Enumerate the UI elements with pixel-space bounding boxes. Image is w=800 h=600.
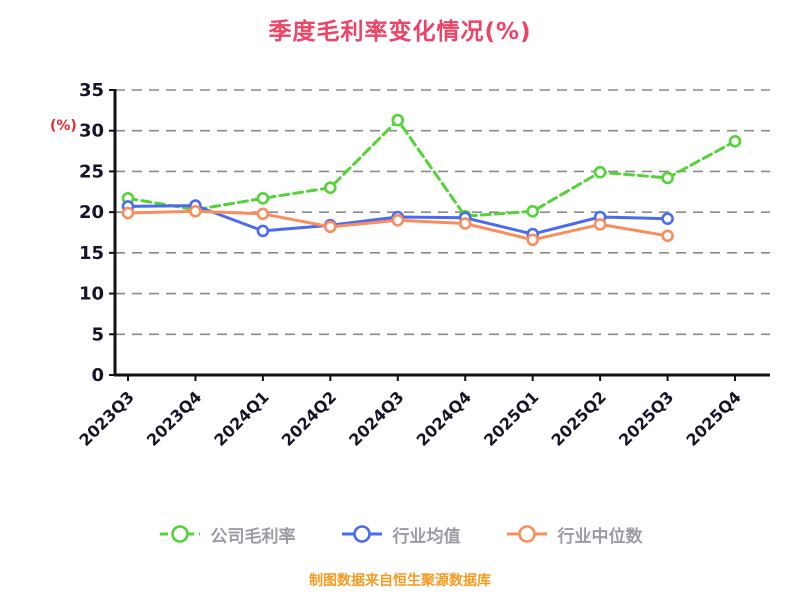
- series-marker: [661, 212, 674, 225]
- x-tick-label: 2025Q4: [682, 387, 744, 449]
- x-tick-label: 2025Q1: [480, 387, 542, 449]
- y-tick-label: 5: [91, 324, 104, 345]
- series-marker: [391, 113, 405, 127]
- series-marker: [728, 135, 742, 148]
- series-marker: [526, 233, 540, 247]
- legend-label: 公司毛利率: [210, 526, 296, 547]
- chart-title: 季度毛利率变化情况(%): [268, 19, 532, 45]
- series-marker: [391, 214, 405, 227]
- series-marker: [458, 217, 472, 230]
- legend-marker: [506, 525, 547, 543]
- data-source-note: 制图数据来自恒生聚源数据库: [309, 573, 491, 589]
- x-tick-label: 2024Q1: [210, 387, 272, 449]
- series-line: [126, 118, 737, 218]
- y-tick-label: 25: [79, 161, 104, 182]
- legend-marker: [159, 525, 200, 543]
- series-marker: [323, 181, 337, 194]
- legend-label: 行业均值: [392, 526, 461, 547]
- series-marker: [593, 165, 607, 179]
- y-tick-label: 15: [79, 243, 104, 264]
- y-tick-label: 0: [91, 365, 104, 386]
- legend-item-0: 公司毛利率: [158, 521, 296, 547]
- y-axis-label: (%): [50, 118, 77, 134]
- legend-item-2: 行业中位数: [505, 521, 643, 547]
- series-marker: [256, 192, 270, 205]
- legend-item-1: 行业均值: [340, 521, 461, 547]
- series-marker: [121, 206, 135, 220]
- series-marker: [526, 205, 540, 218]
- legend-label: 行业中位数: [557, 526, 643, 547]
- x-tick-label: 2025Q2: [548, 387, 610, 449]
- series-marker: [323, 220, 337, 234]
- series-marker: [661, 171, 674, 185]
- series-marker: [256, 224, 270, 238]
- legend-marker: [341, 525, 382, 543]
- x-tick-label: 2024Q4: [413, 387, 475, 449]
- y-tick-label: 10: [79, 284, 104, 305]
- x-tick-label: 2024Q2: [278, 387, 340, 449]
- y-tick-label: 20: [79, 202, 104, 223]
- series-marker: [593, 218, 607, 231]
- series-marker: [189, 205, 202, 218]
- y-tick-label: 30: [79, 121, 104, 142]
- x-tick-label: 2023Q4: [143, 387, 205, 449]
- series-marker: [661, 229, 674, 243]
- series-marker: [256, 207, 270, 221]
- x-tick-label: 2025Q3: [615, 387, 677, 449]
- chart-legend: 公司毛利率 行业均值 行业中位数: [0, 521, 800, 547]
- x-tick-label: 2023Q3: [75, 387, 137, 449]
- x-tick-label: 2024Q3: [345, 387, 407, 449]
- y-tick-label: 35: [79, 80, 104, 101]
